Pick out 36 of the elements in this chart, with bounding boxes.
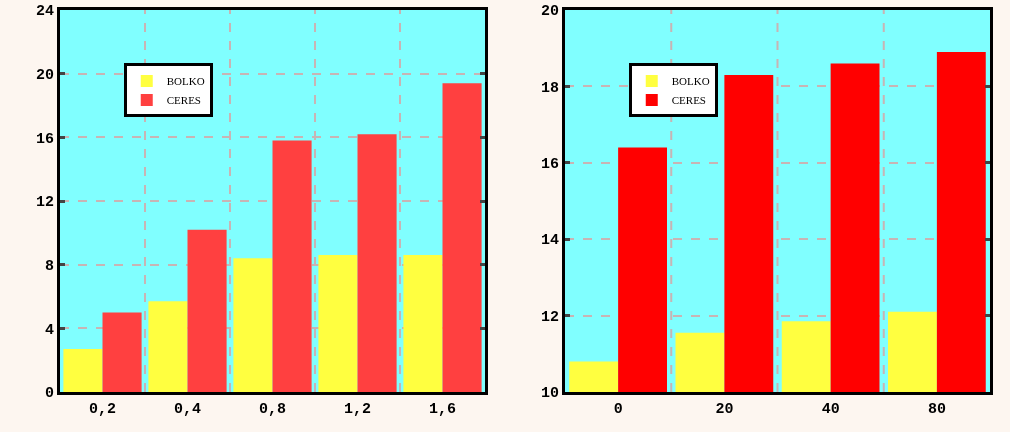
bar [233,258,273,392]
x-tick-label: 1,6 [428,401,457,418]
y-tick-label: 10 [540,385,559,403]
bar [148,301,188,392]
x-tick-label: 0,2 [88,401,117,418]
legend-label: CERES [671,94,706,107]
y-tick-label: 24 [35,3,54,21]
y-tick-label: 16 [35,130,54,148]
y-tick-label: 14 [540,232,559,250]
bar [187,229,227,392]
y-tick-label: 8 [44,257,54,275]
legend-label: CERES [166,94,201,107]
x-tick-label: 0,4 [173,401,202,418]
y-tick-label: 16 [540,156,559,174]
legend-label: BOLKO [166,75,205,88]
y-tick-label: 18 [540,79,559,97]
bar [357,134,397,392]
x-tick-label: 1,2 [343,401,372,418]
y-tick-label: 20 [35,66,54,84]
bar [102,312,142,392]
y-tick-label: 12 [35,194,54,212]
y-tick-label: 12 [540,308,559,326]
y-tick-label: 4 [44,321,54,339]
x-tick-label: 80 [927,401,946,418]
bar [403,255,443,392]
y-tick-label: 20 [540,3,559,21]
bar [272,140,312,392]
bar [63,349,103,392]
y-tick-label: 0 [44,385,54,403]
x-tick-label: 20 [715,401,734,418]
legend-label: BOLKO [671,75,710,88]
bar [318,255,358,392]
x-tick-label: 0 [613,401,623,418]
x-tick-label: 40 [821,401,840,418]
bar [442,83,482,392]
x-tick-label: 0,8 [258,401,287,418]
